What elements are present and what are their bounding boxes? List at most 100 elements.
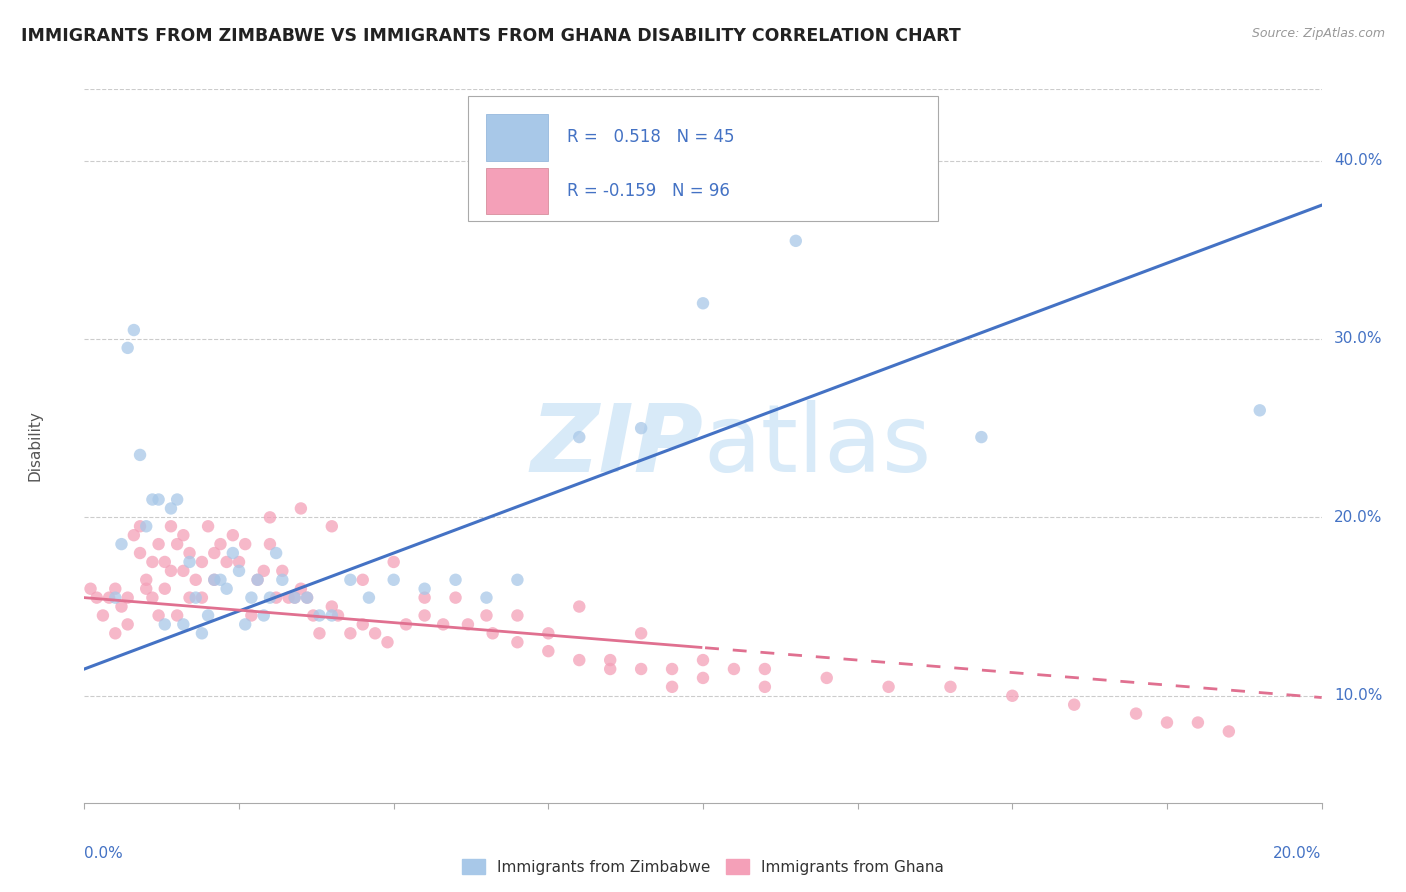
Point	[98, 591, 121, 605]
Point	[444, 591, 467, 605]
Point	[1063, 698, 1085, 712]
Point	[172, 617, 194, 632]
Point	[135, 582, 157, 596]
Text: 30.0%: 30.0%	[1334, 332, 1382, 346]
Point	[197, 519, 219, 533]
Point	[692, 653, 714, 667]
Point	[240, 591, 263, 605]
Point	[692, 671, 714, 685]
Point	[86, 591, 108, 605]
Point	[141, 591, 163, 605]
Point	[148, 492, 170, 507]
Text: 0.0%: 0.0%	[84, 846, 124, 861]
Point	[209, 573, 232, 587]
Point	[135, 519, 157, 533]
Point	[110, 599, 132, 614]
Point	[160, 564, 183, 578]
Point	[122, 528, 145, 542]
Point	[413, 582, 436, 596]
Point	[191, 591, 214, 605]
Point	[104, 626, 127, 640]
Point	[939, 680, 962, 694]
Point	[277, 591, 299, 605]
Point	[153, 555, 176, 569]
Point	[122, 323, 145, 337]
Point	[233, 537, 256, 551]
Point	[172, 528, 194, 542]
Point	[382, 573, 405, 587]
FancyBboxPatch shape	[486, 168, 548, 214]
Text: 10.0%: 10.0%	[1334, 689, 1382, 703]
Point	[692, 296, 714, 310]
Text: ZIP: ZIP	[530, 400, 703, 492]
Point	[302, 608, 325, 623]
Point	[1001, 689, 1024, 703]
Point	[135, 573, 157, 587]
Point	[815, 671, 838, 685]
Point	[352, 617, 374, 632]
Point	[215, 555, 238, 569]
Point	[339, 626, 361, 640]
Point	[179, 555, 201, 569]
Point	[357, 591, 380, 605]
Point	[253, 608, 276, 623]
Point	[506, 635, 529, 649]
Point	[290, 501, 312, 516]
Point	[339, 573, 361, 587]
Point	[202, 573, 225, 587]
Point	[184, 591, 207, 605]
Point	[209, 537, 232, 551]
Point	[1156, 715, 1178, 730]
Point	[215, 582, 238, 596]
Point	[506, 573, 529, 587]
Text: R = -0.159   N = 96: R = -0.159 N = 96	[567, 182, 730, 200]
Point	[222, 528, 245, 542]
Point	[148, 537, 170, 551]
Point	[413, 591, 436, 605]
Point	[599, 662, 621, 676]
Point	[141, 492, 163, 507]
Point	[117, 591, 139, 605]
Point	[395, 617, 418, 632]
Point	[179, 591, 201, 605]
Point	[432, 617, 454, 632]
Point	[537, 626, 560, 640]
Point	[295, 591, 318, 605]
Point	[202, 573, 225, 587]
Point	[290, 582, 312, 596]
Point	[166, 492, 188, 507]
Point	[222, 546, 245, 560]
Point	[506, 608, 529, 623]
Point	[413, 608, 436, 623]
Point	[259, 537, 281, 551]
Point	[630, 626, 652, 640]
Point	[160, 501, 183, 516]
Point	[104, 582, 127, 596]
Point	[326, 608, 349, 623]
Point	[79, 582, 101, 596]
Point	[202, 546, 225, 560]
FancyBboxPatch shape	[468, 96, 938, 221]
Point	[877, 680, 900, 694]
Point	[104, 591, 127, 605]
Text: 20.0%: 20.0%	[1274, 846, 1322, 861]
Point	[160, 519, 183, 533]
Point	[754, 680, 776, 694]
Point	[259, 591, 281, 605]
Point	[197, 608, 219, 623]
Point	[259, 510, 281, 524]
Point	[444, 573, 467, 587]
Point	[321, 608, 343, 623]
FancyBboxPatch shape	[486, 114, 548, 161]
Point	[308, 608, 330, 623]
Point	[321, 519, 343, 533]
Point	[264, 546, 287, 560]
Point	[970, 430, 993, 444]
Point	[184, 573, 207, 587]
Legend: Immigrants from Zimbabwe, Immigrants from Ghana: Immigrants from Zimbabwe, Immigrants fro…	[456, 853, 950, 880]
Point	[253, 564, 276, 578]
Point	[475, 608, 498, 623]
Text: R =   0.518   N = 45: R = 0.518 N = 45	[567, 128, 734, 146]
Point	[295, 591, 318, 605]
Point	[382, 555, 405, 569]
